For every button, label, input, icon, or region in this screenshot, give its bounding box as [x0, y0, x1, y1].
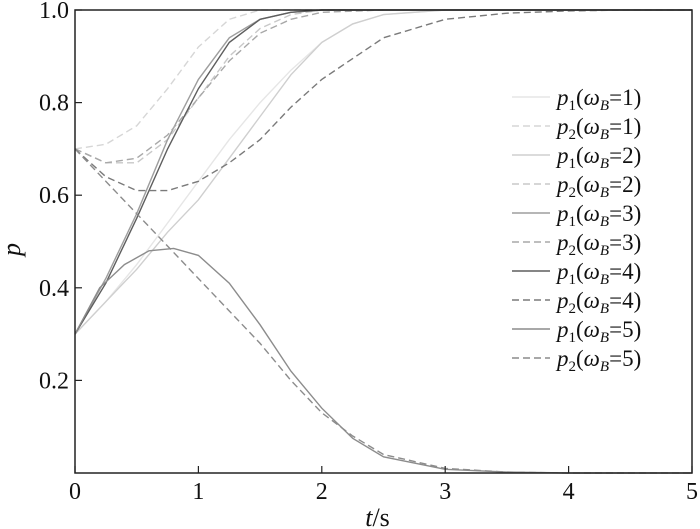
- axis-ticks: 0 1 2 3 4 5 0.2 0.4 0.6 0.8 1.0: [39, 0, 698, 505]
- legend-label: p1(ωB=4): [555, 259, 641, 288]
- x-tick-label: 1: [192, 479, 204, 505]
- y-tick-label: 0.4: [39, 276, 69, 302]
- legend-label: p1(ωB=2): [555, 143, 641, 172]
- legend-label: p2(ωB=4): [555, 288, 641, 317]
- legend-label: p2(ωB=1): [555, 114, 641, 143]
- x-tick-label: 2: [316, 479, 328, 505]
- x-tick-label: 4: [563, 479, 575, 505]
- legend: p1(ωB=1)p2(ωB=1)p1(ωB=2)p2(ωB=2)p1(ωB=3)…: [512, 85, 641, 375]
- series-line-p2-omega-5: [74, 148, 692, 474]
- y-tick-label: 0.2: [39, 368, 69, 394]
- legend-label: p1(ωB=3): [555, 201, 641, 230]
- x-tick-label: 3: [439, 479, 451, 505]
- x-axis-unit: /s: [372, 503, 389, 529]
- y-tick-label: 0.8: [39, 91, 69, 117]
- legend-label: p1(ωB=1): [555, 85, 641, 114]
- plot-frame: [74, 9, 693, 474]
- y-axis-title: p: [0, 243, 26, 258]
- series-line-p2-omega-3: [74, 9, 384, 164]
- legend-label: p2(ωB=2): [555, 172, 641, 201]
- series-line-p1-omega-2: [74, 9, 692, 335]
- x-tick-label: 5: [686, 479, 698, 505]
- series-line-p2-omega-4: [74, 9, 692, 192]
- series-line-p2-omega-1: [74, 9, 322, 150]
- x-axis-var: t: [365, 503, 373, 529]
- y-tick-label: 0.6: [39, 183, 69, 209]
- legend-label: p2(ωB=3): [555, 230, 641, 259]
- x-tick-label: 0: [69, 479, 81, 505]
- y-tick-label: 1.0: [39, 0, 69, 24]
- legend-label: p1(ωB=5): [555, 317, 641, 346]
- legend-label: p2(ωB=5): [555, 346, 641, 375]
- series-line-p2-omega-2: [74, 9, 353, 164]
- x-axis-title: t/s: [365, 503, 390, 529]
